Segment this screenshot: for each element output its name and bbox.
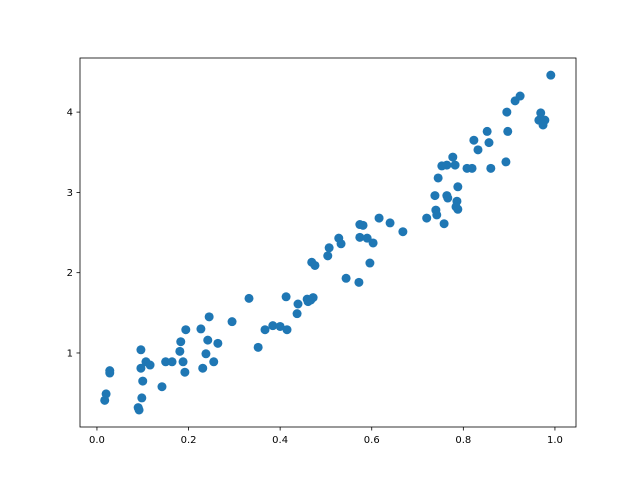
data-point [503,126,513,136]
data-point [136,363,146,373]
x-axis: 0.0 0.2 0.4 0.6 0.8 1.0 [89,427,563,446]
data-point [354,277,364,287]
data-point [253,342,263,352]
data-point [473,145,483,155]
data-point [469,135,479,145]
x-tick-label: 0.4 [272,435,288,446]
data-point [138,376,148,386]
data-point [275,321,285,331]
data-point [546,70,556,80]
data-point [181,325,191,335]
data-point [204,312,214,322]
data-point [355,232,365,242]
data-point [310,260,320,270]
y-tick-label: 4 [67,108,73,119]
data-point [358,220,368,230]
data-point [157,382,167,392]
data-point [101,389,111,399]
data-point [365,258,375,268]
data-point [486,163,496,173]
data-point [227,317,237,327]
data-point [430,191,440,201]
data-point [167,357,177,367]
data-point [398,227,408,237]
data-point [145,360,155,370]
data-point [161,357,171,367]
data-point [442,160,452,170]
data-point [196,324,206,334]
x-tick-label: 0.8 [455,435,471,446]
data-point [432,210,442,220]
data-point [308,293,318,303]
data-point [482,126,492,136]
data-point [268,321,278,331]
data-point [105,366,115,376]
data-point [341,273,351,283]
data-point [180,367,190,377]
data-point [260,325,270,335]
y-tick-label: 2 [67,268,73,279]
data-point [433,173,443,183]
axes-frame [79,57,577,428]
data-point [453,182,463,192]
data-point [501,157,511,167]
data-point [178,357,188,367]
x-tick-label: 1.0 [547,435,563,446]
data-point [137,393,147,403]
data-point [198,363,208,373]
data-point [282,325,292,335]
data-point [136,345,146,355]
data-point [385,218,395,228]
data-point [323,251,333,261]
data-point [450,160,460,170]
y-tick-label: 3 [67,188,73,199]
data-point [536,108,546,118]
data-point [201,349,211,359]
data-point [203,335,213,345]
data-point [324,243,334,253]
points-layer [100,70,556,415]
data-point [176,337,186,347]
x-tick-label: 0.6 [364,435,380,446]
data-point [362,233,372,243]
data-point [134,405,144,415]
y-tick-label: 1 [67,348,73,359]
data-point [422,213,432,223]
data-point [374,213,384,223]
data-point [175,346,185,356]
data-point [209,357,219,367]
data-point [368,238,378,248]
data-point [448,152,458,162]
data-point [484,138,494,148]
data-point [443,193,453,203]
data-point [293,299,303,309]
data-point [244,293,254,303]
data-point [281,292,291,302]
data-point [439,219,449,229]
data-point [467,163,477,173]
data-point [292,309,302,319]
data-point [502,107,512,117]
x-tick-label: 0.2 [181,435,197,446]
data-point [213,338,223,348]
data-point [336,239,346,249]
y-axis: 1 2 3 4 [67,108,80,359]
data-point [515,91,525,101]
data-point [538,120,548,130]
x-tick-label: 0.0 [89,435,105,446]
data-point [451,202,461,212]
